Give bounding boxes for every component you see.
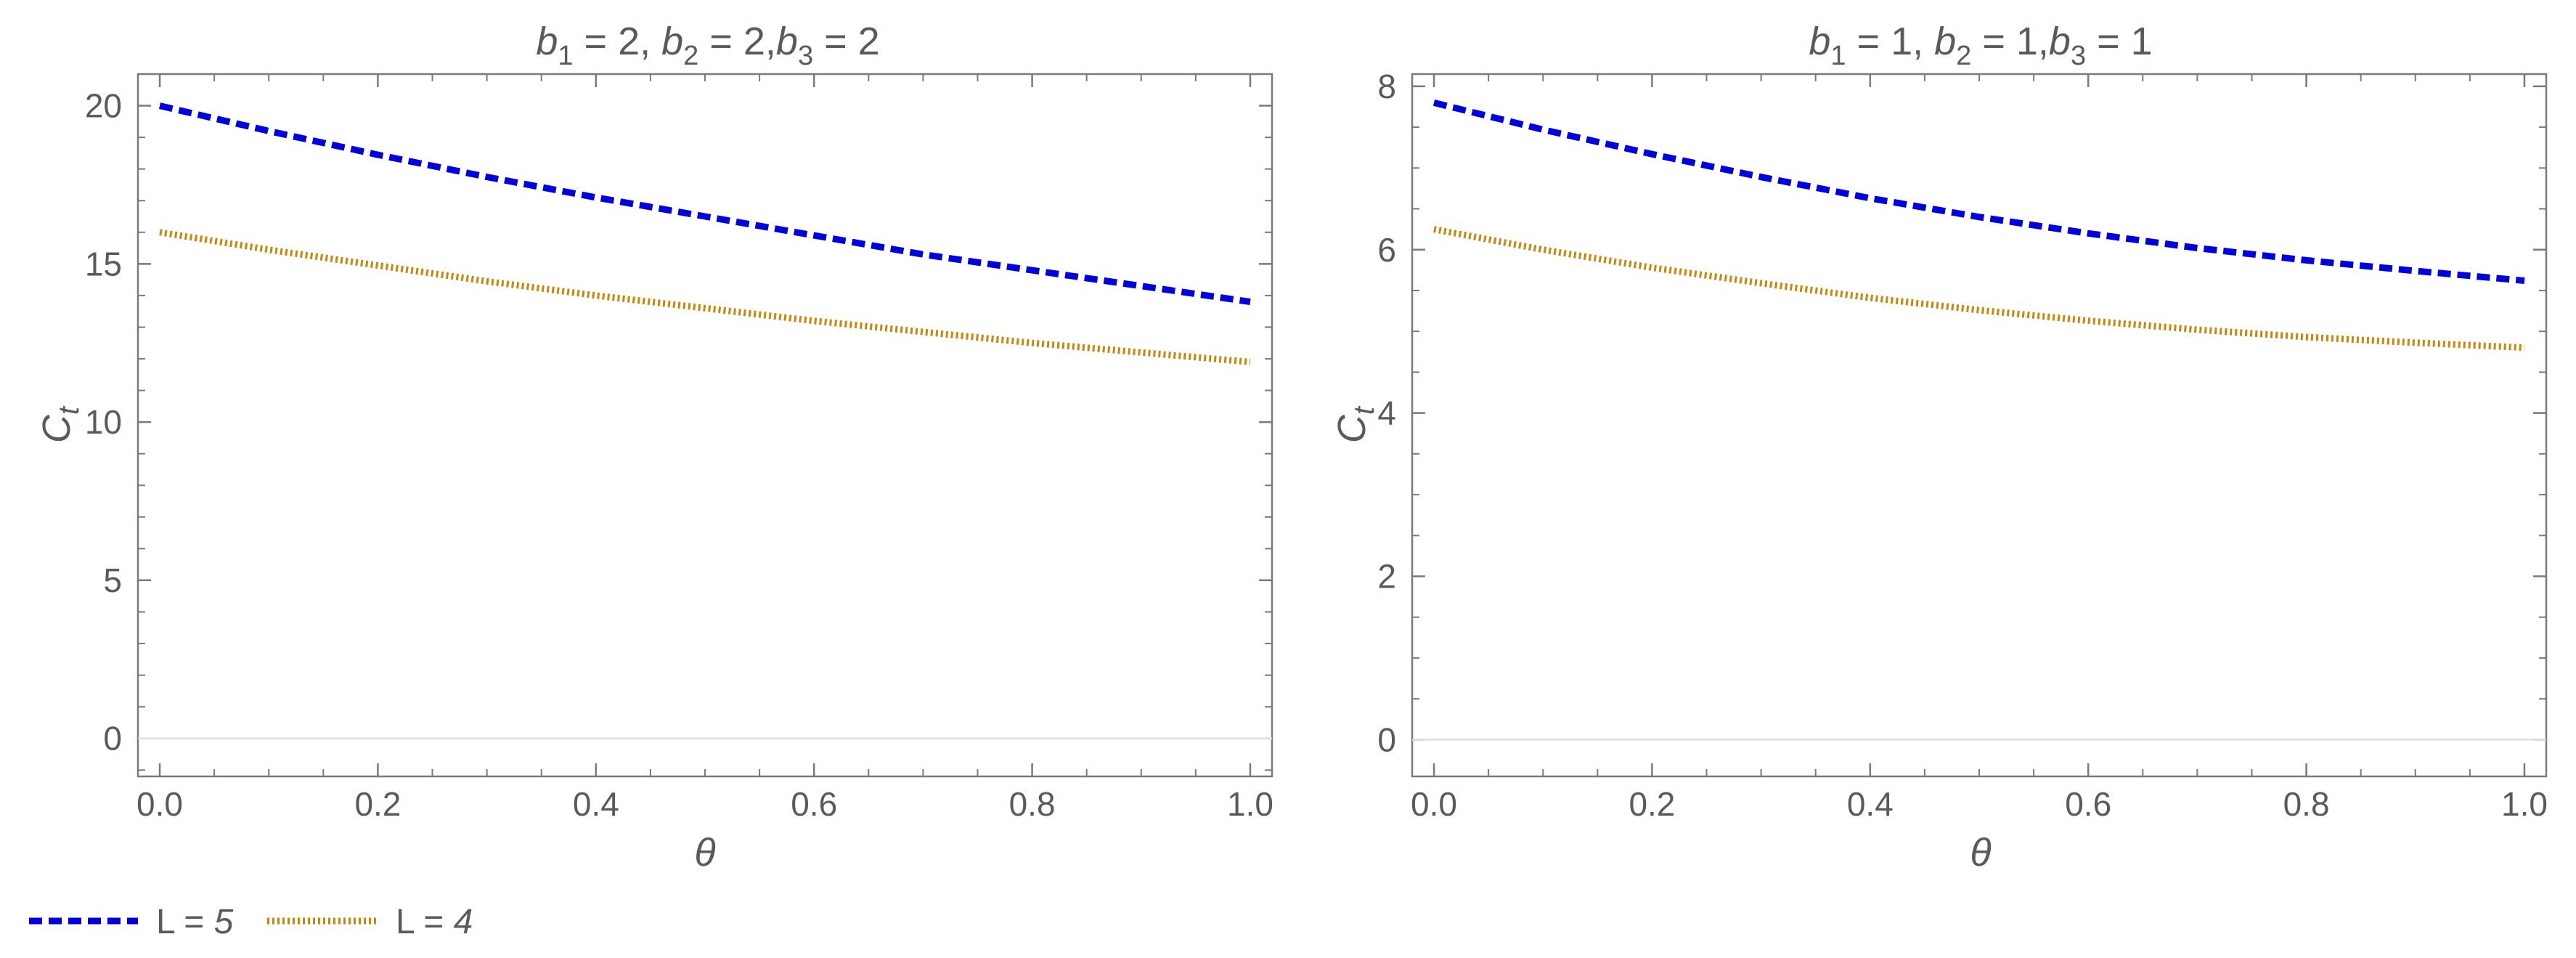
title-left-b1-base: b [536, 20, 558, 63]
legend-label-l5: L = 5 [156, 903, 234, 941]
y-tick-label-2: 2 [1377, 558, 1396, 596]
legend-l4-prefix: L = [396, 903, 454, 941]
y-tick-label-0: 0 [103, 720, 122, 758]
chart-left-frame [136, 73, 1273, 778]
legend-l5-value: 5 [214, 903, 234, 941]
chart-left: b1 = 2, b2 = 2,b3 = 2 0.0 0.2 0.4 0.6 0.8 1.0… [35, 20, 1273, 874]
chart-right-ticks: 0.0 0.2 0.4 0.6 0.8 1.0 0 2 4 6 8 [1377, 68, 2548, 823]
y-tick-label-6: 6 [1377, 231, 1396, 269]
x-tick-label-0-0: 0.0 [1411, 785, 1457, 823]
x-tick-label-0-8: 0.8 [1009, 785, 1056, 823]
title-right-b1-base: b [1809, 20, 1830, 63]
series-line-l5 [158, 102, 1251, 306]
chart-right-xlabel: θ [1970, 831, 1991, 874]
title-left-b2-sub: 2 [683, 41, 698, 71]
y-tick-label-8: 8 [1377, 68, 1396, 105]
title-right-b2-tail: = 1, [1971, 20, 2049, 63]
series-line-l4 [1433, 226, 2525, 352]
title-left-b1-sub: 1 [558, 41, 573, 71]
x-tick-label-0-6: 0.6 [791, 785, 837, 823]
x-tick-label-1-0: 1.0 [1227, 785, 1273, 823]
y-tick-label-5: 5 [103, 561, 122, 599]
x-tick-label-0-0: 0.0 [136, 785, 183, 823]
y-tick-label-10: 10 [85, 403, 122, 441]
ylabel-right-base: C [1330, 414, 1374, 443]
legend: L = 5 L = 4 [29, 903, 473, 941]
title-right-b3-sub: 3 [2071, 41, 2086, 71]
chart-right-marks [1412, 100, 2546, 741]
chart-left-xlabel: θ [694, 831, 715, 874]
chart-right: b1 = 1, b2 = 1,b3 = 1 0.0 0.2 0.4 0.6 0.8 1.0… [1330, 20, 2548, 874]
x-tick-label-0-2: 0.2 [1629, 785, 1675, 823]
title-right-b1-tail: = 1, [1846, 20, 1935, 63]
chart-right-frame [1411, 73, 2548, 778]
title-right-b3-base: b [2049, 20, 2071, 63]
title-right-b1-sub: 1 [1830, 41, 1846, 71]
ylabel-left-sub: t [53, 405, 85, 415]
title-right-b3-tail: = 1 [2086, 20, 2153, 63]
y-tick-label-4: 4 [1377, 394, 1396, 432]
series-line-l4 [159, 229, 1251, 365]
y-tick-label-15: 15 [85, 245, 122, 283]
title-left-b2-tail: = 2, [698, 20, 776, 63]
title-left-b3-tail: = 2 [813, 20, 880, 63]
y-tick-label-20: 20 [85, 87, 122, 125]
ylabel-right-sub: t [1348, 405, 1380, 415]
chart-left-title: b1 = 2, b2 = 2,b3 = 2 [536, 20, 879, 71]
x-tick-label-0-6: 0.6 [2065, 785, 2111, 823]
chart-left-marks [138, 102, 1272, 739]
chart-right-ylabel: Ct [1330, 405, 1380, 443]
title-left-b3-base: b [776, 20, 798, 63]
chart-left-ticks: 0.0 0.2 0.4 0.6 0.8 1.0 0 5 10 15 20 [85, 73, 1273, 823]
chart-left-ylabel: Ct [35, 405, 85, 443]
title-left-b1-tail: = 2, [574, 20, 662, 63]
legend-l4-value: 4 [454, 903, 473, 941]
title-right-b2-sub: 2 [1956, 41, 1971, 71]
title-right-b2-base: b [1934, 20, 1956, 63]
series-line-l5 [1432, 100, 2525, 284]
x-tick-label-0-4: 0.4 [573, 785, 619, 823]
y-tick-label-0: 0 [1377, 720, 1396, 758]
x-tick-label-0-8: 0.8 [2283, 785, 2330, 823]
legend-l5-prefix: L = [156, 903, 214, 941]
chart-right-title: b1 = 1, b2 = 1,b3 = 1 [1809, 20, 2152, 71]
title-left-b3-sub: 3 [798, 41, 813, 71]
ylabel-left-base: C [35, 414, 78, 443]
x-tick-label-0-4: 0.4 [1847, 785, 1894, 823]
legend-label-l4: L = 4 [396, 903, 473, 941]
x-tick-label-0-2: 0.2 [354, 785, 401, 823]
title-left-b2-base: b [661, 20, 683, 63]
x-tick-label-1-0: 1.0 [2501, 785, 2548, 823]
